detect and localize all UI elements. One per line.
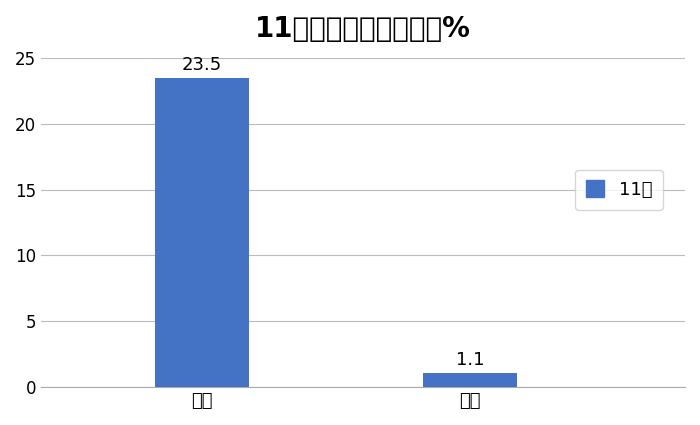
Text: 23.5: 23.5 xyxy=(182,56,222,74)
Bar xyxy=(424,373,517,387)
Text: 1.1: 1.1 xyxy=(456,351,484,369)
Bar xyxy=(155,78,249,387)
Legend: 11月: 11月 xyxy=(575,170,663,210)
Title: 11月冷藏车销量同环比%: 11月冷藏车销量同环比% xyxy=(255,15,471,43)
